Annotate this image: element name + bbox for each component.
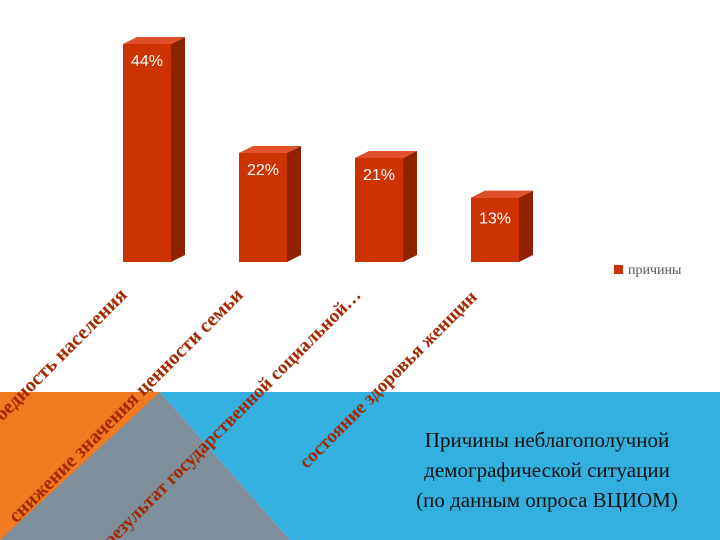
bar-front-1 [123,44,171,262]
legend-label-prichiny: причины [628,263,682,278]
bar-side-3 [403,150,417,262]
data-label-2: 22% [247,162,279,179]
bar-front-2 [239,153,287,262]
bar-1: 44% [123,37,185,262]
legend-swatch-prichiny [614,265,623,274]
bar-2: 22% [239,146,301,262]
caption-line-3: (по данным опроса ВЦИОМ) [416,488,678,512]
bar-3: 21% [355,150,417,262]
bar-top-3 [355,150,417,158]
category-label-3: результат государственной социальной… [99,285,365,540]
bars: 44% 22% 21% 13% [123,37,533,262]
caption-line-2: демографической ситуации [424,458,670,482]
bar-top-1 [123,37,185,44]
caption-line-1: Причины неблагополучной [424,428,670,452]
data-label-4: 13% [479,211,511,228]
category-label-2: снижение значения ценности семьи [4,284,247,527]
blue-band [160,392,720,540]
bar-side-4 [519,190,533,262]
data-label-3: 21% [363,167,395,184]
bar-top-4 [471,190,533,198]
bar-front-3 [355,157,403,262]
legend: причины [614,263,682,278]
slide-caption: Причины неблагополучной демографической … [382,425,712,515]
bar-top-2 [239,146,301,153]
orange-band [0,392,160,540]
bar-side-2 [287,146,301,262]
bar-side-1 [171,37,185,262]
data-label-1: 44% [131,53,163,70]
bar-front-4 [471,197,519,262]
bar-4: 13% [471,190,533,262]
